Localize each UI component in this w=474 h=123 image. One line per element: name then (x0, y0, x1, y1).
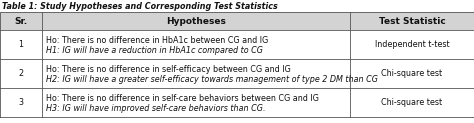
Text: Independent t-test: Independent t-test (374, 40, 449, 49)
Bar (0, 59, 474, 88)
Text: Table 1: Study Hypotheses and Corresponding Test Statistics: Table 1: Study Hypotheses and Correspond… (2, 2, 278, 11)
Text: Sr.: Sr. (14, 16, 27, 25)
Text: Ho: There is no difference in self-care behaviors between CG and IG: Ho: There is no difference in self-care … (46, 94, 319, 103)
Bar (0, 12, 474, 30)
Text: Ho: There is no difference in HbA1c between CG and IG: Ho: There is no difference in HbA1c betw… (46, 36, 268, 45)
Text: H1: IG will have a reduction in HbA1c compared to CG: H1: IG will have a reduction in HbA1c co… (46, 46, 263, 55)
Text: Chi-square test: Chi-square test (382, 69, 443, 78)
Text: 1: 1 (18, 40, 24, 49)
Bar (0, 88, 474, 117)
Text: H3: IG will have improved self-care behaviors than CG.: H3: IG will have improved self-care beha… (46, 104, 265, 113)
Text: 3: 3 (18, 98, 24, 107)
Text: Chi-square test: Chi-square test (382, 98, 443, 107)
Text: Ho: There is no difference in self-efficacy between CG and IG: Ho: There is no difference in self-effic… (46, 65, 291, 74)
Text: 2: 2 (18, 69, 24, 78)
Text: H2: IG will have a greater self-efficacy towards management of type 2 DM than CG: H2: IG will have a greater self-efficacy… (46, 75, 378, 84)
Text: Hypotheses: Hypotheses (166, 16, 226, 25)
Text: Test Statistic: Test Statistic (379, 16, 446, 25)
Bar (0, 30, 474, 59)
